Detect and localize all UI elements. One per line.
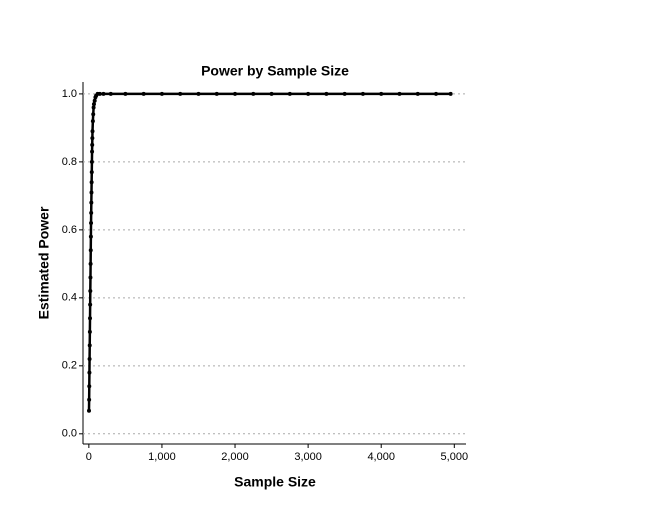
point (342, 91, 347, 96)
line (87, 92, 451, 411)
x-tick-label: 2,000 (221, 451, 249, 463)
point (415, 91, 420, 96)
point (87, 397, 92, 402)
point (87, 384, 92, 389)
y-tick-label: 0.4 (62, 292, 77, 304)
point (90, 149, 95, 154)
point (141, 91, 146, 96)
point (90, 142, 95, 147)
point (324, 91, 329, 96)
point (90, 129, 95, 134)
x-tick-label: 5,000 (441, 451, 469, 463)
point (89, 200, 94, 205)
point (91, 105, 96, 110)
point (89, 170, 94, 175)
y-tick-label: 0.6 (62, 224, 77, 236)
point (269, 91, 274, 96)
point (448, 91, 453, 96)
point (397, 91, 402, 96)
point (88, 316, 93, 321)
y-axis-title: Estimated Power (36, 206, 52, 319)
point (108, 91, 113, 96)
point (97, 91, 102, 96)
point (88, 275, 93, 280)
x-tick-label: 1,000 (148, 451, 176, 463)
point (251, 91, 256, 96)
point (89, 159, 94, 164)
y-tick-label: 0.2 (62, 360, 77, 372)
point (89, 210, 94, 215)
point (434, 91, 439, 96)
point (159, 91, 164, 96)
chart-title: Power by Sample Size (201, 63, 349, 79)
point (287, 91, 292, 96)
point (90, 119, 95, 124)
point (88, 302, 93, 307)
x-axis-title: Sample Size (234, 474, 316, 490)
point (92, 98, 97, 103)
x-tick-label: 4,000 (367, 451, 395, 463)
point (89, 180, 94, 185)
y-tick-label: 1.0 (62, 88, 77, 100)
point (360, 91, 365, 96)
point (90, 136, 95, 141)
point (214, 91, 219, 96)
point (89, 221, 94, 226)
point (88, 248, 93, 253)
point (89, 190, 94, 195)
point (91, 102, 96, 107)
point (88, 234, 93, 239)
point (379, 91, 384, 96)
x-tick-label: 3,000 (294, 451, 322, 463)
y-tick-label: 0.0 (62, 428, 77, 440)
point (88, 261, 93, 266)
y-tick-label: 0.8 (62, 156, 77, 168)
point (86, 408, 91, 413)
point (87, 343, 92, 348)
point (233, 91, 238, 96)
point (101, 91, 106, 96)
point (87, 357, 92, 362)
x-tick-label: 0 (86, 451, 92, 463)
point (178, 91, 183, 96)
point (87, 370, 92, 375)
point (87, 329, 92, 334)
point (196, 91, 201, 96)
point (306, 91, 311, 96)
point (123, 91, 128, 96)
point (91, 112, 96, 117)
point (88, 289, 93, 294)
